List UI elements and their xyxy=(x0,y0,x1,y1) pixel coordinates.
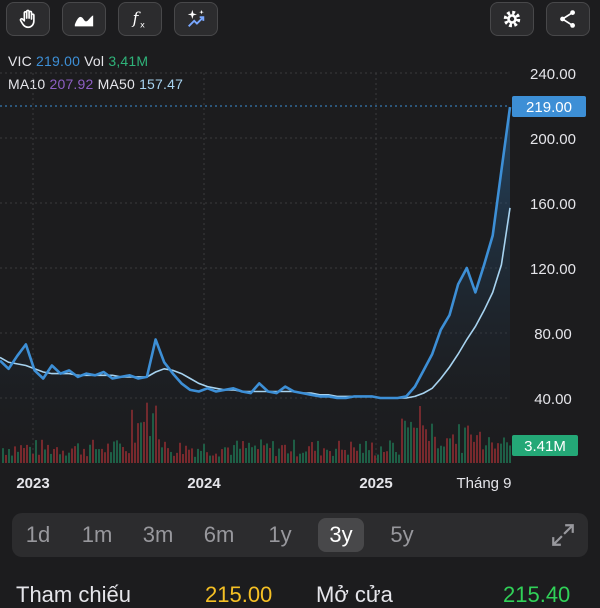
gear-icon xyxy=(503,10,521,28)
settings-button[interactable] xyxy=(490,2,534,36)
time-range-selector: 1d 1m 3m 6m 1y 3y 5y xyxy=(12,513,588,557)
volume-label: Vol xyxy=(84,53,105,69)
range-3y-button[interactable]: 3y xyxy=(318,518,364,552)
expand-icon[interactable] xyxy=(550,522,576,548)
function-icon: f x xyxy=(132,10,145,30)
y-tick-label: 80.00 xyxy=(534,326,572,343)
volume-badge-bg xyxy=(512,435,578,456)
price-area xyxy=(0,107,510,463)
indicator-button[interactable]: f x xyxy=(118,2,162,36)
reference-value: 215.00 xyxy=(205,582,273,607)
area-chart-icon xyxy=(74,15,94,27)
price-value: 219.00 xyxy=(36,53,81,69)
quote-stats: Tham chiếu 215.00 Mở cửa 215.40 xyxy=(0,578,600,608)
reference-label: Tham chiếu xyxy=(16,582,131,607)
x-tick-label: Tháng 9 xyxy=(456,475,511,492)
ma50-value: 157.47 xyxy=(139,76,184,92)
range-5y-button[interactable]: 5y xyxy=(390,522,414,547)
share-button[interactable] xyxy=(546,2,590,36)
ma10-label: MA10 xyxy=(8,76,46,92)
hand-icon xyxy=(19,9,35,29)
price-badge-bg xyxy=(512,96,586,117)
ma10-value: 207.92 xyxy=(49,76,94,92)
range-1y-button[interactable]: 1y xyxy=(268,522,292,547)
open-value: 215.40 xyxy=(503,582,571,607)
x-tick-label: 2024 xyxy=(187,475,221,492)
ma50-label: MA50 xyxy=(97,76,135,92)
price-legend: VIC 219.00 Vol 3,41M xyxy=(8,53,148,69)
svg-text:f: f xyxy=(132,10,142,28)
symbol-label: VIC xyxy=(8,53,32,69)
ma-legend: MA10 207.92 MA50 157.47 xyxy=(8,76,183,92)
y-axis: 240.00 200.00 160.00 120.00 80.00 40.00 xyxy=(530,66,576,408)
share-icon xyxy=(560,10,575,28)
open-label: Mở cửa xyxy=(316,582,393,607)
price-line xyxy=(0,106,512,400)
y-tick-label: 240.00 xyxy=(530,66,576,83)
volume-value: 3,41M xyxy=(108,53,149,69)
y-tick-label: 160.00 xyxy=(530,196,576,213)
chart-type-button[interactable] xyxy=(62,2,106,36)
y-tick-label: 120.00 xyxy=(530,261,576,278)
range-1d-button[interactable]: 1d xyxy=(25,522,51,547)
x-tick-label: 2025 xyxy=(359,475,392,492)
svg-text:x: x xyxy=(140,19,145,29)
hand-tool-button[interactable] xyxy=(6,2,50,36)
price-badge: 219.00 xyxy=(526,99,572,116)
ai-analysis-button[interactable] xyxy=(174,2,218,36)
range-1m-button[interactable]: 1m xyxy=(81,522,113,547)
y-tick-label: 40.00 xyxy=(534,391,572,408)
chart-toolbar: f x xyxy=(0,0,600,40)
sparkle-chart-icon xyxy=(187,9,205,27)
x-axis: 2023 2024 2025 Tháng 9 xyxy=(16,475,511,492)
volume-badge: 3.41M xyxy=(524,438,566,455)
y-tick-label: 200.00 xyxy=(530,131,576,148)
range-6m-button[interactable]: 6m xyxy=(203,522,235,547)
range-3m-button[interactable]: 3m xyxy=(142,522,174,547)
x-tick-label: 2023 xyxy=(16,475,49,492)
